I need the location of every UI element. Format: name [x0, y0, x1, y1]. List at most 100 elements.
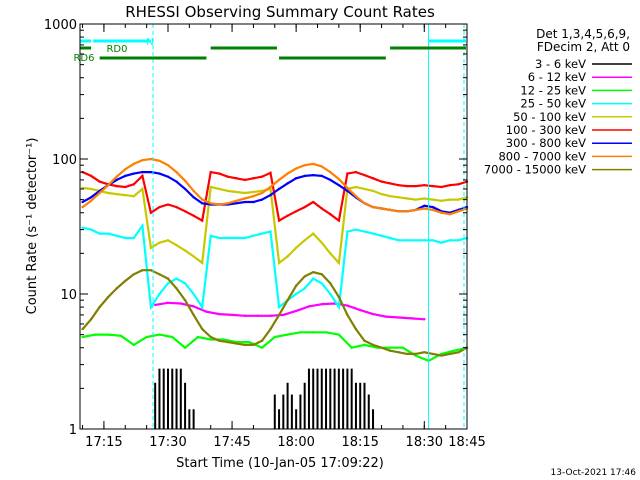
data-point: [106, 191, 110, 195]
data-point: [423, 351, 426, 354]
data-point: [132, 172, 136, 175]
data-point: [222, 338, 225, 341]
data-point: [200, 305, 204, 309]
data-point: [89, 174, 93, 178]
data-point: [235, 190, 238, 194]
data-point: [320, 273, 323, 276]
data-point: [363, 187, 366, 191]
series-6-12-kev: [153, 301, 426, 321]
data-point: [124, 174, 127, 178]
data-point: [226, 175, 229, 178]
data-point: [260, 232, 264, 235]
data-point: [337, 183, 341, 187]
data-point: [171, 335, 174, 339]
data-point: [269, 314, 272, 317]
x-tick-label: 17:45: [213, 435, 250, 450]
state-annotation: RD6: [73, 53, 94, 64]
data-point: [158, 159, 161, 162]
x-tick-label: 18:45: [448, 435, 485, 450]
data-point: [371, 177, 375, 180]
data-point: [209, 202, 212, 205]
data-point: [457, 351, 460, 354]
data-point: [124, 236, 127, 240]
data-point: [380, 346, 383, 349]
data-point: [273, 335, 276, 339]
data-point: [388, 346, 392, 349]
data-point: [346, 313, 349, 317]
data-point: [457, 183, 460, 186]
data-point: [81, 205, 84, 209]
data-point: [457, 210, 460, 213]
data-point: [457, 239, 460, 242]
data-point: [209, 234, 212, 237]
data-point: [183, 179, 187, 182]
data-point: [371, 189, 375, 193]
data-point: [337, 177, 341, 181]
data-point: [269, 185, 272, 189]
data-point: [192, 313, 195, 317]
data-point: [448, 213, 452, 216]
data-point: [209, 335, 212, 339]
data-point: [337, 295, 341, 299]
data-point: [115, 178, 118, 182]
data-point: [175, 170, 178, 174]
data-point: [205, 310, 208, 313]
data-point: [320, 241, 323, 244]
data-point: [303, 275, 306, 278]
data-point: [252, 200, 255, 204]
data-point: [414, 352, 417, 356]
data-point: [115, 287, 118, 290]
data-point: [200, 261, 204, 265]
series-12-25-kev: [81, 331, 469, 363]
data-point: [388, 182, 392, 185]
data-point: [226, 202, 229, 205]
data-point: [363, 173, 366, 177]
data-point: [196, 335, 200, 339]
data-point: [252, 195, 255, 198]
legend-label: 300 - 800 keV: [506, 136, 586, 150]
legend-label: 50 - 100 keV: [513, 110, 586, 124]
data-point: [380, 234, 383, 237]
data-point: [312, 232, 315, 235]
data-point: [81, 335, 84, 339]
data-point: [243, 314, 247, 317]
data-point: [81, 327, 84, 331]
x-tick-label: 17:15: [85, 435, 122, 450]
data-point: [440, 241, 443, 244]
data-point: [158, 205, 161, 209]
data-point: [153, 303, 157, 307]
data-point: [89, 228, 93, 231]
data-point: [410, 317, 413, 320]
data-point: [303, 205, 306, 209]
data-point: [414, 198, 417, 201]
data-point: [320, 282, 323, 285]
data-point: [260, 346, 264, 349]
data-point: [243, 197, 247, 200]
data-point: [337, 219, 341, 222]
series-25-50-kev: [81, 222, 469, 311]
data-point: [149, 305, 153, 309]
data-point: [269, 230, 272, 233]
data-point: [363, 343, 366, 347]
data-point: [132, 162, 136, 166]
data-point: [235, 177, 238, 180]
data-point: [226, 189, 229, 193]
data-point: [260, 175, 264, 178]
data-point: [132, 236, 136, 240]
data-point: [183, 187, 187, 191]
data-point: [166, 203, 170, 206]
chart-title: RHESSI Observing Summary Count Rates: [125, 3, 435, 21]
data-point: [141, 170, 144, 174]
data-point: [397, 316, 400, 319]
data-point: [401, 346, 405, 349]
data-point: [166, 175, 170, 178]
data-point: [141, 224, 144, 228]
series-line: [81, 157, 468, 216]
data-point: [359, 308, 362, 312]
data-point: [380, 192, 383, 196]
data-point: [431, 352, 435, 356]
data-point: [397, 196, 400, 199]
legend-header-line: Det 1,3,4,5,6,9,: [536, 27, 630, 41]
